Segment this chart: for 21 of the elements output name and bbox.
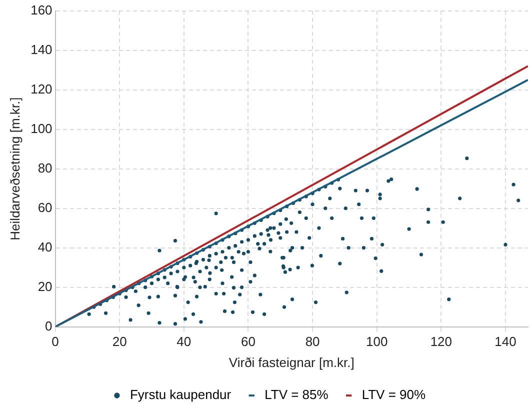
- y-tick-label: 100: [30, 120, 52, 136]
- x-tick-label: 80: [305, 334, 320, 350]
- y-tick-label: 80: [38, 160, 52, 176]
- y-tick-label: 60: [38, 200, 52, 215]
- legend-label: Fyrstu kaupendur: [130, 387, 232, 402]
- x-tick-label: 120: [430, 334, 452, 350]
- x-tick-label: 60: [241, 334, 256, 350]
- y-tick-label: 160: [30, 2, 52, 18]
- x-tick-label: 100: [366, 334, 388, 350]
- x-axis-title: Virði fasteignar [m.kr.]: [228, 354, 354, 370]
- y-axis-title: Heildarveðsetning [m.kr.]: [7, 97, 22, 240]
- y-tick-label: 40: [38, 239, 52, 254]
- x-tick-label: 20: [112, 334, 127, 350]
- legend-label: LTV = 85%: [264, 387, 329, 402]
- y-tick-label: 140: [30, 42, 52, 57]
- x-tick-label: 140: [494, 334, 516, 350]
- legend-label: LTV = 90%: [362, 387, 426, 402]
- y-tick-label: 0: [45, 318, 52, 334]
- y-tick-label: 20: [38, 278, 52, 294]
- y-tick-label: 120: [30, 81, 52, 96]
- x-tick-label: 40: [176, 334, 192, 350]
